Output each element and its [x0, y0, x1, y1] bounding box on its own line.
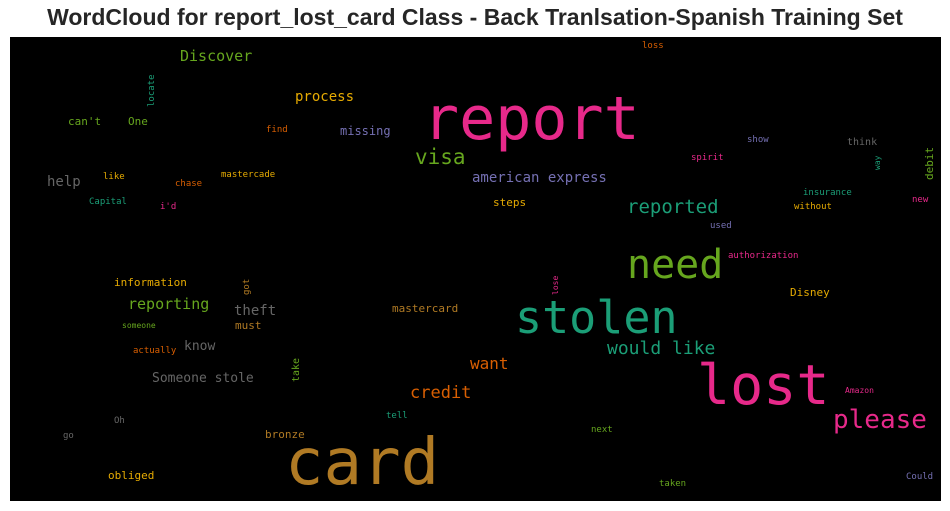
word-american-express: american express: [472, 170, 607, 186]
word-new: new: [912, 195, 929, 205]
word-know: know: [184, 339, 216, 354]
chart-title: WordCloud for report_lost_card Class - B…: [47, 4, 903, 30]
word-theft: theft: [234, 303, 277, 319]
word-capital: Capital: [89, 197, 127, 207]
word-tell: tell: [386, 411, 408, 421]
word-chase: chase: [175, 179, 203, 189]
word-someone: someone: [122, 321, 156, 330]
word-stolen: stolen: [515, 291, 678, 344]
word-spirit: spirit: [691, 153, 724, 163]
word-go: go: [63, 431, 74, 441]
word-show: show: [747, 135, 769, 145]
word-could: Could: [906, 472, 934, 482]
word-insurance: insurance: [803, 188, 852, 198]
word-bronze: bronze: [265, 428, 305, 441]
word-lose: lose: [551, 275, 560, 295]
word-need: need: [627, 242, 724, 288]
word-reported: reported: [627, 196, 719, 218]
word-think: think: [847, 137, 878, 148]
word-actually: actually: [133, 346, 177, 356]
word-id: i'd: [160, 202, 177, 212]
word-reporting: reporting: [128, 295, 210, 313]
word-someone-stole: Someone stole: [152, 371, 254, 386]
word-credit: credit: [410, 383, 472, 403]
word-discover: Discover: [180, 47, 253, 65]
wordcloud-canvas: card report lost stolen need please visa…: [10, 37, 941, 501]
word-authorization: authorization: [728, 251, 799, 261]
word-one: One: [128, 115, 148, 128]
word-mastercard: mastercard: [392, 302, 459, 315]
word-card: card: [285, 426, 440, 500]
word-used: used: [710, 221, 732, 231]
word-cant: can't: [68, 115, 102, 128]
word-next: next: [591, 425, 613, 435]
word-like: like: [103, 172, 125, 182]
word-amazon: Amazon: [845, 386, 874, 395]
word-way: way: [873, 155, 882, 170]
word-report: report: [423, 84, 640, 154]
word-mastercade: mastercade: [221, 170, 276, 180]
word-without: without: [794, 202, 832, 212]
word-must: must: [235, 319, 262, 332]
word-information: information: [114, 276, 187, 289]
word-would-like: would like: [607, 338, 716, 359]
word-disney: Disney: [790, 286, 830, 299]
word-find: find: [266, 125, 288, 135]
word-taken: taken: [659, 479, 687, 489]
word-got: got: [242, 278, 252, 295]
word-help: help: [47, 174, 81, 190]
word-steps: steps: [493, 196, 527, 209]
word-take: take: [291, 357, 302, 382]
word-locate: locate: [147, 74, 157, 107]
word-oh: Oh: [114, 416, 125, 426]
word-process: process: [295, 89, 355, 105]
word-loss: loss: [642, 41, 664, 51]
word-obliged: obliged: [108, 469, 155, 482]
word-debit: debit: [923, 146, 936, 180]
word-missing: missing: [340, 124, 391, 138]
word-lost: lost: [697, 353, 830, 417]
word-want: want: [470, 354, 509, 373]
word-visa: visa: [415, 145, 466, 169]
word-please: please: [833, 405, 927, 435]
